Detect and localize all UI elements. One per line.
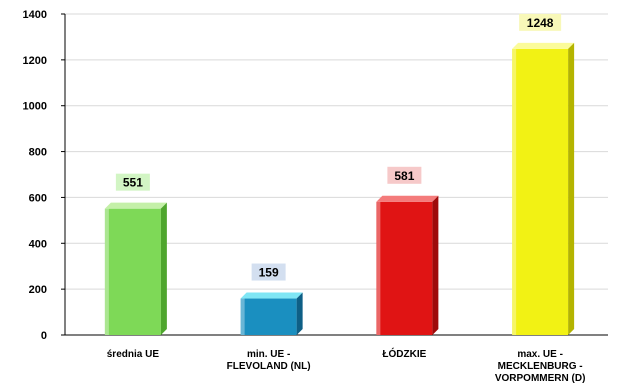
bar-front: [104, 208, 161, 335]
bar-front: [240, 298, 297, 335]
y-tick-label: 200: [29, 284, 47, 296]
bar-front: [376, 201, 433, 335]
data-label: 1248: [527, 16, 554, 30]
data-label: 581: [394, 169, 414, 183]
bar-highlight: [376, 201, 381, 335]
bar-front: [512, 48, 569, 335]
y-tick-label: 400: [29, 238, 47, 250]
bar-side-face: [296, 292, 303, 335]
bar-side-face: [432, 195, 439, 335]
category-label: min. UE -: [247, 349, 290, 360]
bar: [376, 195, 439, 335]
y-tick-label: 600: [29, 192, 47, 204]
bar: [104, 202, 167, 335]
data-label-box: [251, 263, 286, 281]
data-label-box: [519, 13, 562, 31]
bar-highlight: [104, 208, 109, 335]
data-label-box: [387, 166, 422, 184]
data-labels: 551 159 581 1248: [115, 13, 562, 281]
bar-top-face: [240, 292, 303, 299]
bar: [240, 292, 303, 335]
bar-side-face: [568, 42, 575, 335]
category-label: max. UE -: [517, 349, 563, 360]
data-label: 159: [259, 266, 279, 280]
bar-side-face: [160, 202, 167, 335]
y-axis-ticks: 0 200 400 600 800 1000 1200 1400: [23, 9, 65, 342]
category-label: VORPOMMERN (D): [495, 373, 586, 384]
category-labels: średnia UE min. UE -FLEVOLAND (NL) ŁÓDZKIE…: [107, 347, 586, 384]
y-tick-label: 1200: [23, 55, 47, 67]
bar-top-face: [512, 42, 575, 49]
bars: [104, 42, 575, 335]
data-label-box: [115, 173, 150, 191]
category-label: FLEVOLAND (NL): [227, 361, 311, 372]
y-tick-label: 800: [29, 147, 47, 159]
data-label: 551: [123, 176, 143, 190]
y-tick-label: 1000: [23, 101, 47, 113]
bar-highlight: [512, 48, 517, 335]
bar-top-face: [376, 195, 439, 202]
y-tick-label: 1400: [23, 9, 47, 21]
category-label: MECKLENBURG -: [498, 361, 583, 372]
bar-top-face: [104, 202, 167, 209]
category-label: ŁÓDZKIE: [382, 347, 426, 360]
y-tick-label: 0: [41, 330, 47, 342]
category-label: średnia UE: [107, 349, 160, 360]
bar: [512, 42, 575, 335]
bar-highlight: [240, 298, 245, 335]
